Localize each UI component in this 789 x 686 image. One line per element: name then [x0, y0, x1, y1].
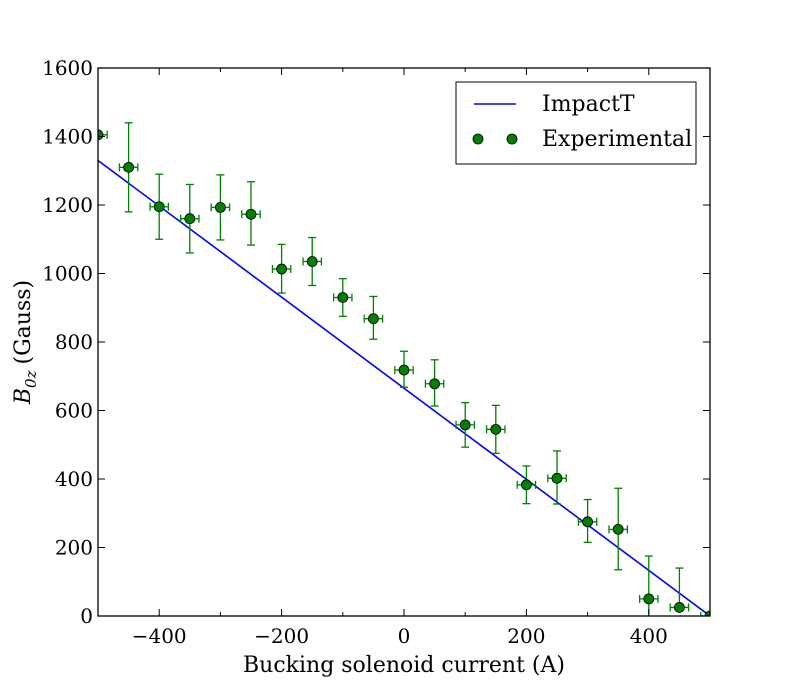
y-tick-label: 200: [55, 536, 93, 560]
experimental-point: [490, 423, 502, 435]
data-point-17: [608, 487, 629, 571]
data-point-4: [210, 174, 231, 241]
experimental-point: [551, 472, 563, 484]
data-point-13: [485, 404, 506, 454]
y-tick-label: 600: [55, 399, 93, 423]
x-tick-label: 0: [398, 624, 411, 648]
data-point-11: [424, 359, 445, 407]
experimental-point: [214, 201, 226, 213]
data-point-16: [577, 498, 598, 544]
experimental-point: [521, 479, 532, 491]
data-point-2: [149, 173, 170, 240]
plot-content: [98, 122, 710, 616]
data-point-14: [516, 465, 537, 505]
data-point-12: [455, 401, 476, 448]
y-axis-label-sub: 0z: [22, 370, 40, 388]
experimental-point: [98, 129, 104, 141]
x-tick-label: 200: [507, 624, 545, 648]
y-axis-label-unit: (Gauss): [11, 280, 36, 365]
y-axis-label-main: B: [11, 388, 36, 405]
data-point-3: [179, 183, 200, 254]
impactt-line: [98, 159, 710, 616]
data-point-18: [638, 555, 659, 616]
experimental-point: [459, 419, 471, 431]
y-tick-label: 400: [55, 467, 93, 491]
experimental-point: [367, 313, 379, 325]
experimental-point: [643, 593, 655, 605]
y-tick-label: 1000: [42, 262, 93, 286]
legend-experimental-marker-2: [506, 133, 518, 145]
legend: ImpactT Experimental: [455, 81, 697, 165]
experimental-point: [582, 516, 593, 528]
experimental-point: [153, 201, 165, 213]
y-tick-label: 0: [80, 604, 93, 628]
data-point-1: [118, 122, 139, 213]
data-point-10: [394, 350, 414, 388]
data-point-8: [332, 277, 353, 317]
legend-frame: [455, 81, 697, 165]
experimental-point: [398, 364, 410, 376]
data-point-20: [700, 610, 710, 616]
y-axis-label: B0z (Gauss): [11, 280, 40, 405]
data-point-5: [241, 181, 261, 246]
legend-entry-impactt: ImpactT: [474, 92, 635, 117]
experimental-point: [123, 161, 135, 173]
y-tick-label: 1200: [42, 193, 93, 217]
y-tick-label: 1600: [42, 56, 93, 80]
experimental-point: [184, 213, 196, 225]
experimental-point: [612, 523, 624, 535]
x-tick-label: 400: [630, 624, 668, 648]
y-tick-label: 800: [55, 330, 93, 354]
data-point-15: [547, 450, 567, 505]
data-point-0: [98, 129, 108, 141]
experimental-point: [337, 292, 349, 303]
experimental-point: [674, 602, 685, 613]
data-point-19: [669, 567, 690, 613]
experimental-point: [429, 378, 441, 390]
axis-ticks: −400 −200 0 200 400 0 200 400 600 800 1000 1200 1400…: [42, 56, 711, 648]
x-tick-label: −400: [132, 624, 187, 648]
data-point-7: [302, 236, 323, 287]
legend-experimental-marker-1: [472, 133, 484, 145]
x-tick-label: −200: [254, 624, 309, 648]
experimental-point: [704, 610, 710, 616]
experimental-point: [245, 208, 257, 220]
data-point-6: [271, 243, 292, 294]
legend-experimental-label: Experimental: [542, 127, 692, 152]
legend-entry-experimental: Experimental: [472, 127, 692, 152]
experimental-point: [276, 263, 288, 275]
legend-impactt-label: ImpactT: [542, 92, 635, 117]
data-point-9: [363, 295, 384, 340]
x-axis-label: Bucking solenoid current (A): [243, 653, 565, 678]
y-tick-label: 1400: [42, 125, 93, 149]
experimental-point: [306, 256, 318, 267]
